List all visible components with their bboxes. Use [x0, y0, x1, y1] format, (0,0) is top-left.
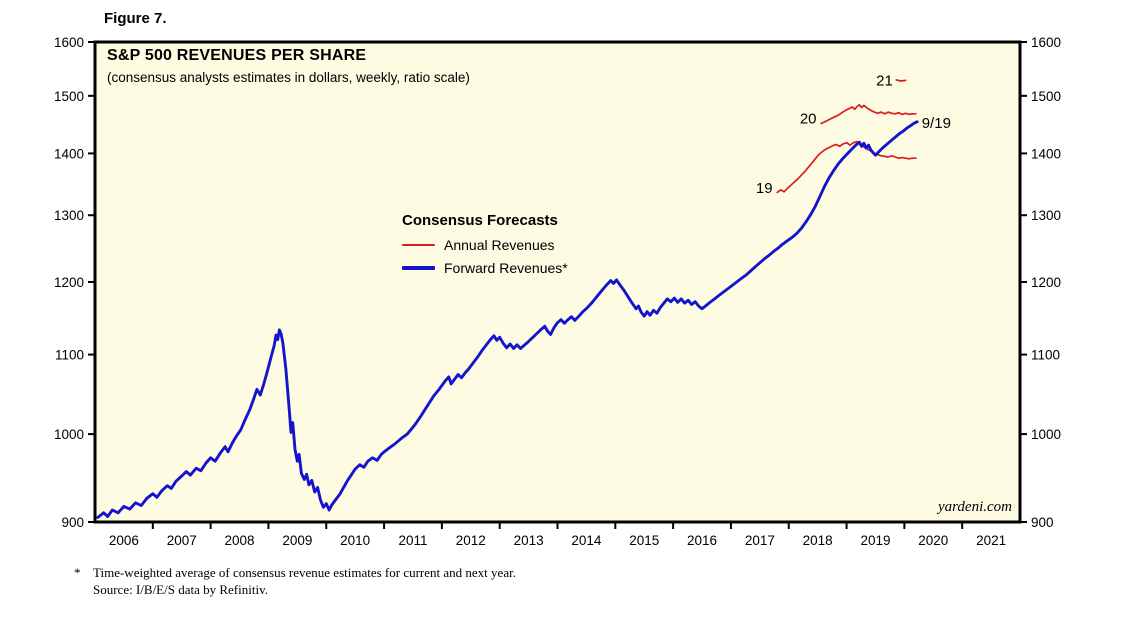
x-axis-label-2011: 2011 — [398, 533, 427, 548]
x-axis-label-2017: 2017 — [745, 533, 775, 548]
annual-revenues-2020-line — [820, 103, 917, 125]
x-axis-label-2019: 2019 — [860, 533, 890, 548]
footnotes: * Time-weighted average of consensus rev… — [74, 565, 516, 599]
y-axis-label-left: 1600 — [54, 35, 84, 50]
y-axis-label-left: 1200 — [54, 275, 84, 290]
x-axis-label-2006: 2006 — [109, 533, 139, 548]
y-axis-label-left: 1300 — [54, 208, 84, 223]
x-axis-label-2012: 2012 — [456, 533, 486, 548]
y-axis-label-left: 1100 — [55, 348, 84, 363]
x-axis-label-2010: 2010 — [340, 533, 370, 548]
y-axis-label-right: 1200 — [1031, 275, 1061, 290]
annotation-9-19: 9/19 — [922, 115, 951, 132]
legend: Consensus Forecasts Annual Revenues Forw… — [402, 212, 568, 283]
y-axis-label-left: 1000 — [54, 427, 84, 442]
y-axis-label-right: 1100 — [1031, 348, 1060, 363]
annotation-21: 21 — [876, 72, 893, 89]
annotation-20: 20 — [800, 110, 817, 127]
annotation-19: 19 — [756, 180, 773, 197]
chart-subtitle: (consensus analysts estimates in dollars… — [107, 70, 470, 85]
x-axis-label-2008: 2008 — [225, 533, 255, 548]
y-axis-label-right: 1300 — [1031, 208, 1061, 223]
footnote-source-line: Source: I/B/E/S data by Refinitiv. — [93, 581, 268, 597]
legend-label-forward-revenues: Forward Revenues* — [444, 260, 568, 276]
plot-background — [95, 42, 1020, 522]
footnote-text: Time-weighted average of consensus reven… — [93, 565, 516, 580]
y-axis-label-right: 1000 — [1031, 427, 1061, 442]
x-axis-label-2014: 2014 — [571, 533, 602, 548]
y-axis-label-left: 900 — [61, 515, 84, 530]
legend-label-annual-revenues: Annual Revenues — [444, 237, 555, 253]
forward-revenues-line — [96, 120, 919, 519]
x-axis-label-2020: 2020 — [918, 533, 948, 548]
watermark: yardeni.com — [937, 499, 1012, 515]
y-axis-label-right: 900 — [1031, 515, 1054, 530]
y-axis-label-right: 1500 — [1031, 89, 1061, 104]
x-axis-label-2016: 2016 — [687, 533, 717, 548]
x-axis-label-2021: 2021 — [976, 533, 1006, 548]
figure-label: Figure 7. — [104, 10, 167, 27]
annual-revenues-2021-line — [895, 79, 907, 82]
y-axis-label-right: 1400 — [1031, 146, 1061, 161]
x-axis-label-2015: 2015 — [629, 533, 659, 548]
legend-entry-forward-revenues: Forward Revenues* — [402, 260, 568, 276]
x-axis-label-2009: 2009 — [282, 533, 312, 548]
annual-revenues-2019-line — [776, 140, 917, 194]
x-axis-label-2018: 2018 — [803, 533, 833, 548]
y-axis-label-right: 1600 — [1031, 35, 1061, 50]
legend-title: Consensus Forecasts — [402, 212, 558, 229]
y-axis-label-left: 1500 — [54, 89, 84, 104]
x-axis-label-2013: 2013 — [514, 533, 544, 548]
forward-revenues-line-swatch — [402, 266, 435, 270]
y-axis-label-left: 1400 — [54, 146, 84, 161]
footnote-marker: * — [74, 565, 81, 580]
x-axis-label-2007: 2007 — [167, 533, 197, 548]
footnote-asterisk-line: * Time-weighted average of consensus rev… — [74, 565, 516, 582]
legend-entry-annual-revenues: Annual Revenues — [402, 237, 568, 253]
annual-revenues-line-swatch — [402, 244, 435, 246]
chart-title: S&P 500 REVENUES PER SHARE — [107, 47, 367, 64]
